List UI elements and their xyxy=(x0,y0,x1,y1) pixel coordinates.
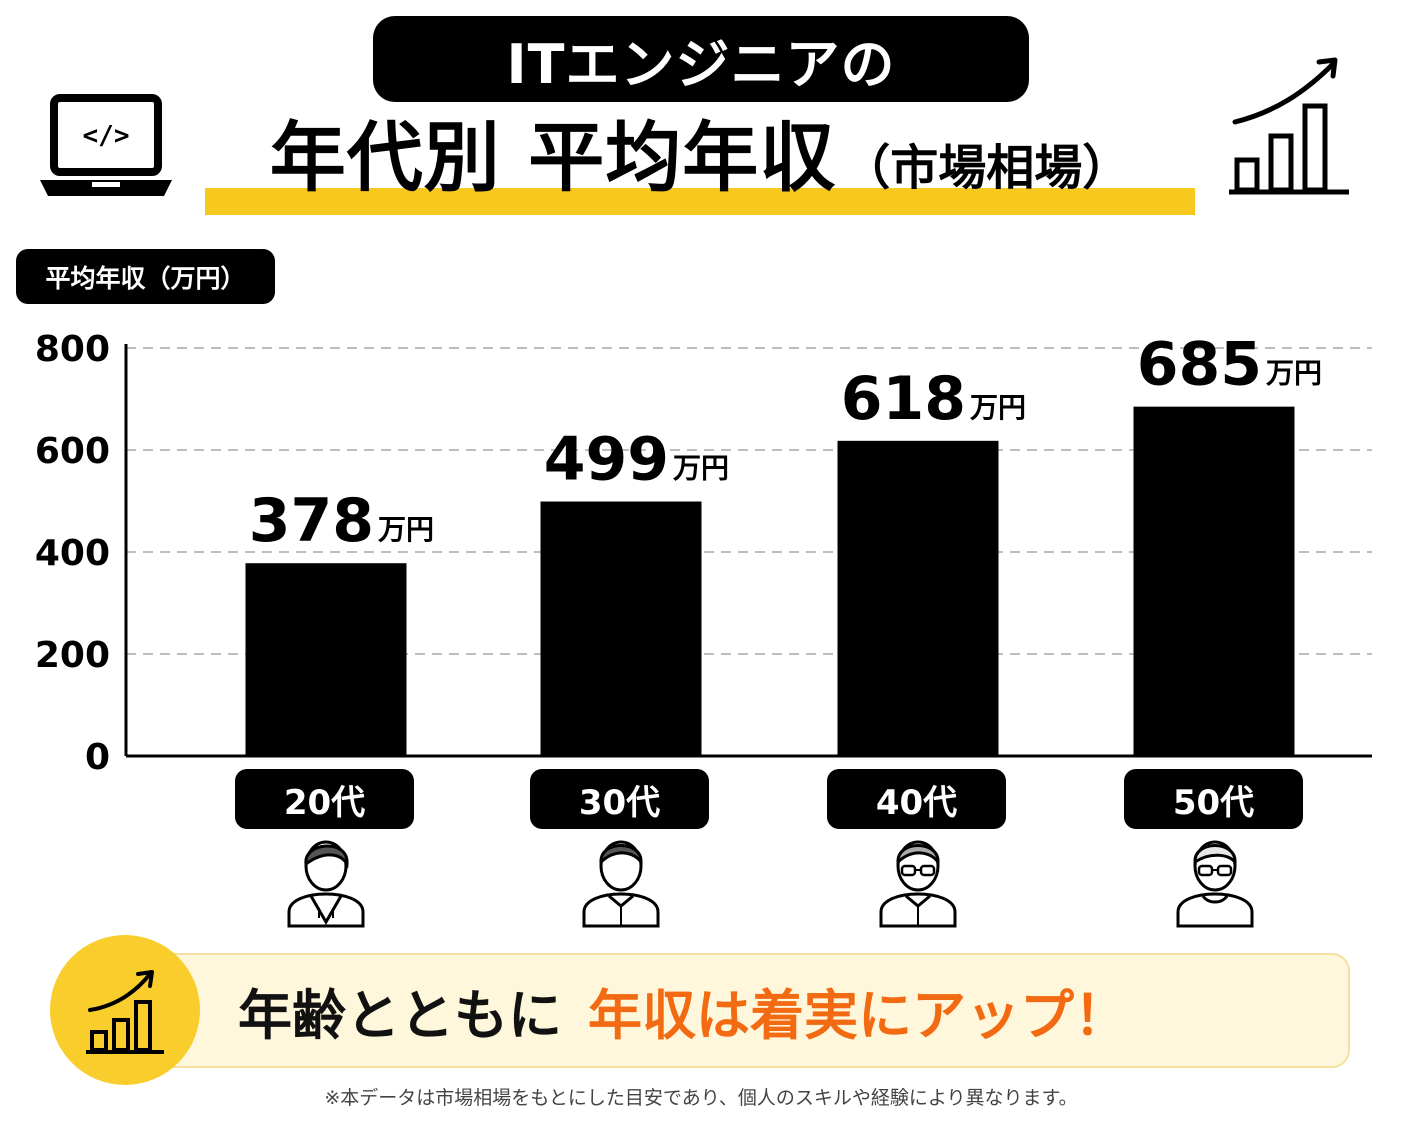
young-person-icon xyxy=(287,840,365,928)
y-tick-label: 800 xyxy=(35,329,110,370)
growth-chart-icon xyxy=(1229,57,1349,195)
data-label-value: 499 xyxy=(544,425,669,495)
banner-text: 年齢とともに 年収は着実にアップ！ xyxy=(238,953,1128,1068)
footnote: ※本データは市場相場をもとにした目安であり、個人のスキルや経験により異なります。 xyxy=(324,1087,1078,1109)
category-text: 30代 xyxy=(578,782,661,823)
subtitle-pill: ITエンジニアの xyxy=(373,16,1029,102)
category-text: 20代 xyxy=(283,782,366,823)
bar xyxy=(540,501,702,756)
category-label-30s: 30代 xyxy=(530,769,709,829)
page-title: 年代別 平均年収 （市場相場） xyxy=(205,106,1195,206)
senior-person-glasses-icon xyxy=(1176,840,1254,928)
title-main: 年代別 平均年収 xyxy=(269,113,837,202)
bar xyxy=(837,440,999,756)
banner-text-plain: 年齢とともに xyxy=(238,984,562,1047)
data-label-value: 618 xyxy=(841,364,966,434)
summary-banner xyxy=(135,953,1350,1068)
data-label-unit: 万円 xyxy=(673,452,729,485)
category-label-50s: 50代 xyxy=(1124,769,1303,829)
category-text: 40代 xyxy=(875,782,958,823)
y-tick-label: 600 xyxy=(35,431,110,472)
category-label-20s: 20代 xyxy=(235,769,414,829)
title-underline xyxy=(205,188,1195,215)
data-label-value: 685 xyxy=(1137,330,1262,400)
y-axis-label: 平均年収（万円） xyxy=(16,249,275,304)
y-tick-label: 200 xyxy=(35,635,110,676)
y-tick-label: 0 xyxy=(85,737,110,778)
person-icon xyxy=(582,840,660,928)
category-text: 50代 xyxy=(1172,782,1255,823)
person-glasses-icon xyxy=(879,840,957,928)
bar xyxy=(245,563,407,756)
banner-text-highlight: 年収は着実にアップ！ xyxy=(588,984,1128,1047)
title-sub: （市場相場） xyxy=(842,140,1131,196)
svg-text:</>: </> xyxy=(83,121,130,151)
subtitle-text: ITエンジニアの xyxy=(506,32,896,96)
bar xyxy=(1133,406,1295,756)
laptop-code-icon: </> xyxy=(40,94,172,196)
y-axis-label-text: 平均年収（万円） xyxy=(45,263,246,293)
data-label-unit: 万円 xyxy=(1266,357,1322,390)
data-label-unit: 万円 xyxy=(970,391,1026,424)
data-label-value: 378 xyxy=(249,486,374,556)
y-tick-label: 400 xyxy=(35,533,110,574)
banner-icon-circle xyxy=(50,935,200,1085)
category-label-40s: 40代 xyxy=(827,769,1006,829)
growth-chart-icon xyxy=(86,970,164,1054)
data-label-unit: 万円 xyxy=(378,513,434,546)
